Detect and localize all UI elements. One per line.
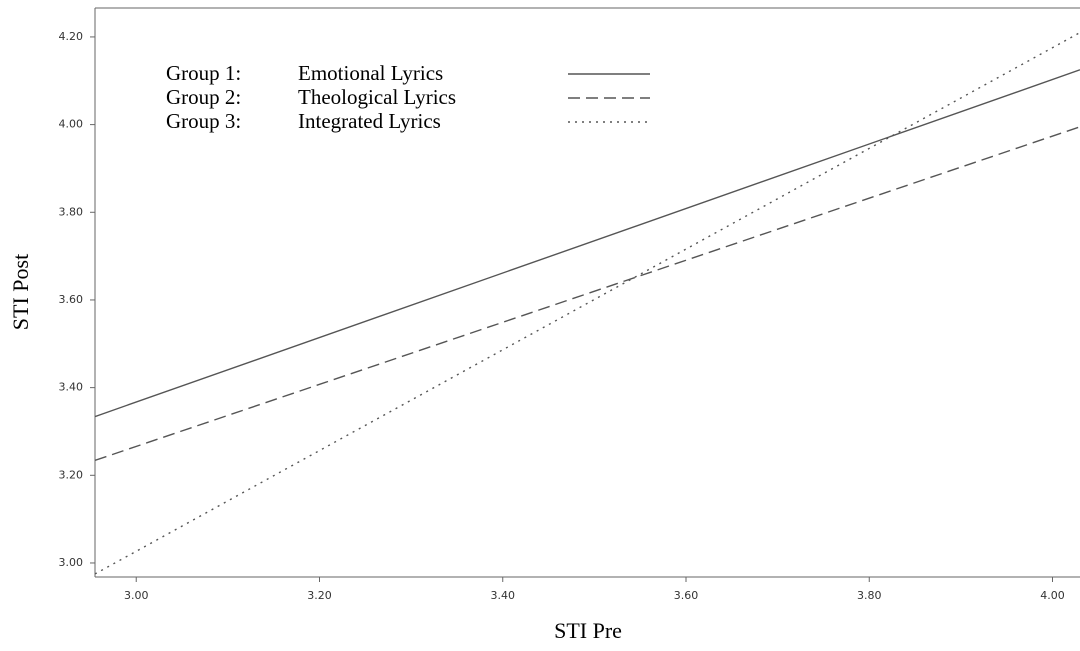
y-tick-label: 3.80 [59, 205, 84, 218]
y-tick-label: 3.40 [59, 381, 84, 394]
plot-lines [95, 31, 1080, 575]
x-tick-label: 3.00 [124, 589, 149, 602]
legend-group: Group 2: [166, 85, 241, 109]
series-line [95, 69, 1080, 418]
series-line [95, 126, 1080, 462]
series-line [95, 31, 1080, 575]
x-tick-label: 3.60 [674, 589, 699, 602]
x-axis-label: STI Pre [554, 618, 622, 643]
y-tick-label: 4.00 [59, 118, 84, 131]
x-tick-label: 3.20 [307, 589, 332, 602]
x-tick-label: 3.40 [490, 589, 515, 602]
y-axis-label: STI Post [8, 254, 33, 330]
legend-group: Group 1: [166, 61, 241, 85]
y-tick-label: 3.20 [59, 468, 84, 481]
x-tick-label: 3.80 [857, 589, 882, 602]
x-tick-label: 4.00 [1040, 589, 1065, 602]
y-tick-label: 4.20 [59, 30, 84, 43]
legend-group: Group 3: [166, 109, 241, 133]
legend-label: Theological Lyrics [298, 85, 456, 109]
y-tick-label: 3.00 [59, 556, 84, 569]
y-tick-label: 3.60 [59, 293, 84, 306]
legend-label: Emotional Lyrics [298, 61, 443, 85]
legend-label: Integrated Lyrics [298, 109, 441, 133]
